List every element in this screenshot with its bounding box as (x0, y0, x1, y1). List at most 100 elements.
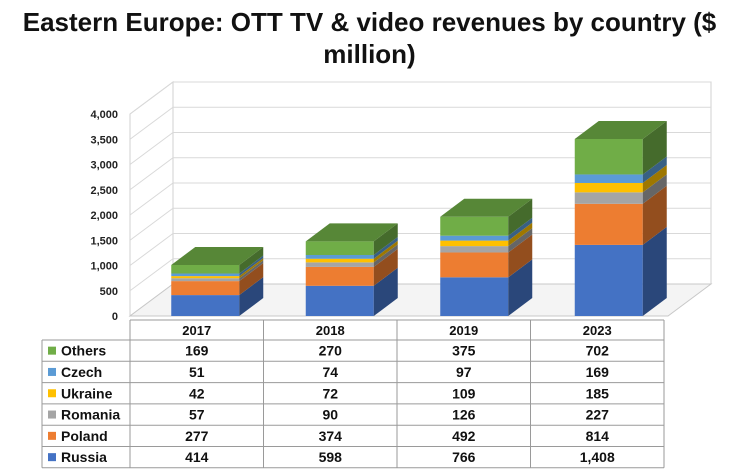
data-value: 766 (452, 449, 476, 465)
data-value: 414 (185, 449, 209, 465)
data-value: 42 (189, 385, 205, 401)
data-value: 374 (319, 428, 343, 444)
data-value: 598 (319, 449, 343, 465)
bar-front (305, 266, 374, 286)
bar-segment (305, 236, 398, 259)
bar-top (574, 120, 667, 139)
bar-front (171, 281, 240, 296)
x-tick-label: 2017 (182, 323, 211, 338)
bar-segment (440, 198, 533, 236)
y-tick-label: 0 (112, 311, 118, 323)
y-tick-label: 1,000 (90, 261, 118, 273)
bar-segment (574, 120, 667, 175)
bar-front (574, 138, 643, 175)
data-value: 57 (189, 407, 205, 423)
bar-segment (305, 223, 398, 255)
data-value: 169 (586, 364, 610, 380)
bar-side (642, 156, 667, 183)
bar-front (171, 295, 240, 316)
bar-segment (305, 244, 398, 267)
bar-segment (305, 248, 398, 286)
bar-side (508, 228, 533, 253)
bar-segment (171, 255, 264, 277)
y-tick-label: 1,500 (90, 235, 118, 247)
bar-side (642, 185, 667, 245)
bar-segment (440, 259, 533, 316)
legend-swatch (48, 346, 56, 355)
data-value: 72 (322, 385, 338, 401)
y-tick-label: 500 (100, 286, 118, 298)
bar-side (642, 174, 667, 204)
data-value: 97 (456, 364, 472, 380)
bar-side (508, 217, 533, 241)
bar-side (508, 198, 533, 236)
bar-segment (440, 234, 533, 278)
legend-swatch (48, 431, 56, 440)
bar-front (440, 277, 509, 316)
bar-front (440, 252, 509, 278)
bar-front (305, 258, 374, 263)
data-value: 277 (185, 428, 209, 444)
bar-segment (305, 267, 398, 316)
bar-side (373, 244, 398, 267)
bar-front (440, 216, 509, 236)
gridline (129, 106, 711, 140)
legend-swatch (48, 453, 56, 462)
x-tick-label: 2019 (449, 323, 478, 338)
y-tick-label: 3,000 (90, 160, 118, 172)
bar-top (440, 198, 533, 217)
bar-segment (574, 174, 667, 204)
bar-side (373, 236, 398, 259)
x-tick-label: 2018 (316, 323, 345, 338)
bar-segment (574, 226, 667, 316)
bar-front (171, 276, 240, 279)
bar-side (373, 267, 398, 316)
bar-front (171, 264, 240, 274)
bar-segment (440, 228, 533, 253)
series-label: Russia (61, 449, 107, 465)
bar-segment (574, 185, 667, 245)
bar-front (574, 244, 643, 316)
data-value: 51 (189, 364, 205, 380)
bar-side (373, 240, 398, 263)
gridline (129, 132, 711, 165)
bar-side (373, 248, 398, 286)
bar-front (574, 192, 643, 204)
bar-segment (440, 217, 533, 241)
gridline (129, 157, 711, 191)
data-value: 270 (319, 343, 343, 359)
y-tick-label: 2,000 (90, 210, 118, 222)
bar-front (305, 285, 374, 316)
bar-front (574, 174, 643, 183)
bar-segment (171, 258, 264, 279)
y-tick-label: 2,500 (90, 185, 118, 197)
bar-side (239, 260, 264, 282)
data-value: 90 (322, 407, 338, 423)
bar-side (373, 223, 398, 255)
bar-segment (171, 263, 264, 296)
data-value: 1,408 (580, 449, 615, 465)
bar-segment (305, 240, 398, 263)
data-value: 126 (452, 407, 476, 423)
data-value: 702 (586, 343, 610, 359)
bar-side (642, 164, 667, 193)
legend-swatch (48, 367, 56, 376)
bar-front (305, 262, 374, 267)
bar-front (440, 235, 509, 241)
bar-segment (171, 246, 264, 274)
bar-front (440, 246, 509, 253)
x-tick-label: 2023 (583, 323, 612, 338)
bar-front (574, 203, 643, 245)
bar-front (574, 182, 643, 193)
bar-side (508, 259, 533, 316)
bar-side (239, 255, 264, 277)
legend-swatch (48, 410, 56, 419)
bar-front (171, 278, 240, 282)
bar-segment (574, 164, 667, 193)
bar-front (171, 273, 240, 277)
data-value: 227 (586, 407, 610, 423)
bar-top (171, 246, 264, 265)
bar-segment (171, 277, 264, 316)
series-label: Ukraine (61, 385, 113, 401)
